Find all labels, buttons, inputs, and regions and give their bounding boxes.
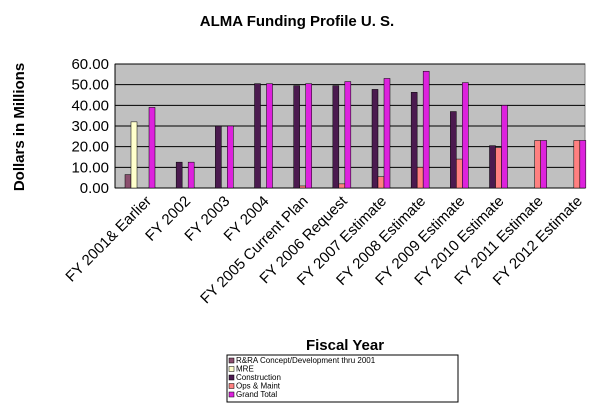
bar-grand-total — [305, 83, 312, 189]
y-axis-label: Dollars in Millions — [11, 63, 28, 191]
y-axis-ticks: 0.00 10.00 20.00 30.00 40.00 50.00 60.00 — [71, 56, 109, 197]
bar-grand-total — [266, 83, 273, 189]
bar-grand-total — [422, 70, 430, 189]
legend-entry: MRE — [236, 365, 254, 374]
legend-swatch — [228, 366, 235, 372]
x-tick-label: FY 2001& Earlier — [62, 193, 155, 286]
y-tick-label: 0.00 — [80, 180, 109, 197]
bar-construction — [450, 111, 457, 189]
legend: R&RA Concept/Development thru 2001MRECon… — [226, 354, 459, 403]
bar-grand-total — [540, 140, 547, 189]
bar-construction — [293, 85, 300, 189]
bar-construction — [332, 85, 340, 189]
bars — [124, 70, 587, 189]
y-tick-label: 20.00 — [71, 139, 109, 156]
legend-swatch — [228, 374, 235, 381]
bar-ops-maint — [377, 176, 385, 189]
bar-construction — [410, 92, 418, 189]
bar-construction — [215, 125, 222, 189]
bar-ops-maint — [299, 185, 306, 189]
bar-r-ra-concept-development-thru-2001 — [124, 174, 132, 189]
bar-construction — [371, 89, 379, 189]
legend-entry: Construction — [236, 373, 281, 382]
bar-ops-maint — [534, 140, 541, 189]
bar-ops-maint — [573, 140, 581, 189]
legend-entry: Ops & Maint — [236, 382, 281, 391]
bar-ops-maint — [456, 158, 463, 189]
y-tick-label: 10.00 — [71, 159, 109, 176]
y-tick-label: 30.00 — [71, 118, 109, 135]
bar-grand-total — [344, 81, 352, 189]
bar-ops-maint — [416, 167, 424, 189]
bar-grand-total — [579, 140, 587, 189]
bar-construction — [254, 83, 261, 189]
bar-construction — [489, 145, 496, 189]
legend-box — [226, 354, 459, 403]
y-tick-label: 60.00 — [71, 56, 109, 73]
bar-construction — [175, 161, 183, 189]
bar-grand-total — [383, 78, 391, 189]
bar-grand-total — [227, 125, 234, 189]
y-tick-label: 40.00 — [71, 97, 109, 114]
y-tick-label: 50.00 — [71, 77, 109, 94]
legend-entry: Grand Total — [236, 390, 277, 399]
bar-mre — [130, 121, 138, 189]
bar-ops-maint — [495, 147, 502, 189]
bar-grand-total — [501, 105, 508, 189]
legend-swatch — [228, 383, 235, 389]
bar-grand-total — [187, 161, 195, 189]
legend-swatch — [228, 357, 235, 364]
bar-ops-maint — [338, 183, 346, 189]
bar-grand-total — [462, 82, 469, 189]
chart-title: ALMA Funding Profile U. S. — [200, 13, 394, 30]
bar-grand-total — [148, 107, 156, 189]
x-axis-label: Fiscal Year — [306, 337, 384, 354]
legend-swatch — [228, 391, 235, 398]
legend-entry: R&RA Concept/Development thru 2001 — [236, 356, 376, 365]
